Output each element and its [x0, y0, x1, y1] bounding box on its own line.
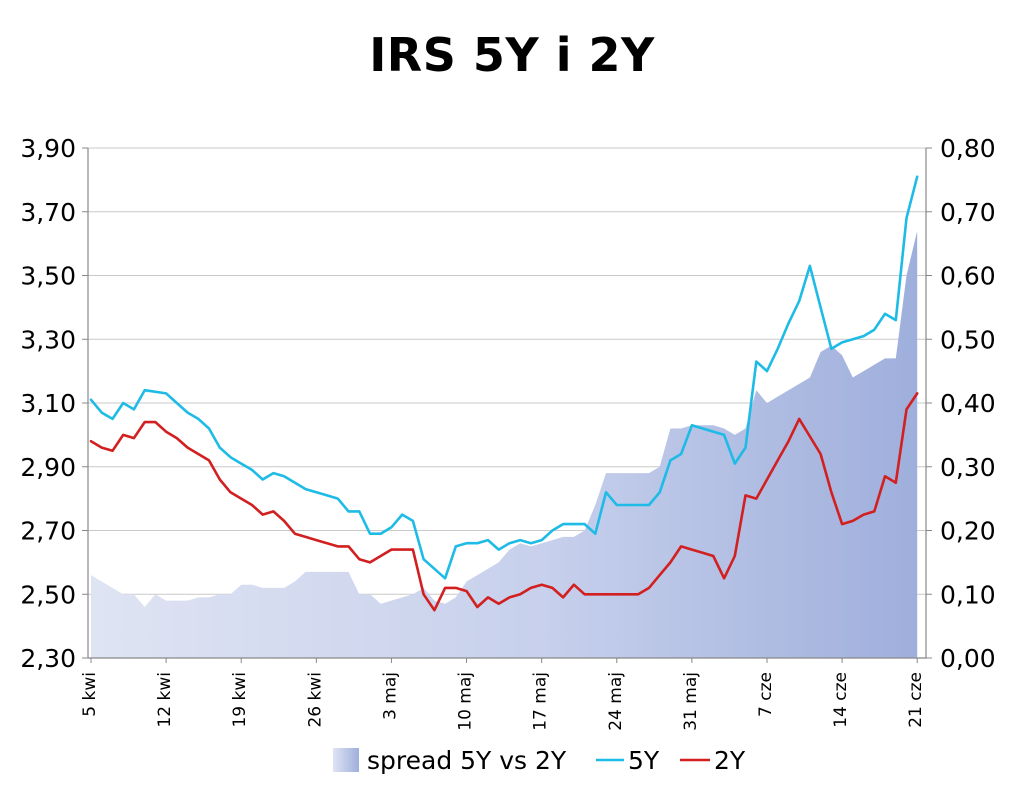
x-tick-label: 7 cze: [756, 672, 776, 717]
x-tick-label: 5 kwi: [80, 672, 100, 717]
y-right-tick-label: 0,50: [940, 325, 996, 354]
y-right-tick-label: 0,30: [940, 453, 996, 482]
x-tick-label: 17 maj: [531, 672, 551, 731]
y-left-tick-label: 2,50: [20, 580, 76, 609]
y-left-tick-label: 3,90: [20, 134, 76, 163]
y-right-tick-label: 0,00: [940, 644, 996, 673]
x-tick-label: 3 maj: [380, 672, 400, 720]
x-tick-label: 14 cze: [831, 672, 851, 728]
legend-label-2y: 2Y: [714, 746, 746, 775]
axis-layer: 3,90 0,80 3,70 0,70 3,50 0,60 3,30 0,50 3,10 0,40…: [20, 134, 995, 731]
line-layer: [89, 175, 919, 612]
chart-title: IRS 5Y i 2Y: [369, 28, 655, 82]
x-tick-label: 19 kwi: [230, 672, 250, 728]
legend-label-spread: spread 5Y vs 2Y: [367, 746, 567, 775]
x-tick-label: 26 kwi: [305, 672, 325, 728]
series-line-2y: [89, 392, 919, 612]
legend-swatch-spread: [333, 748, 359, 772]
y-right-tick-label: 0,10: [940, 580, 996, 609]
legend-label-5y: 5Y: [628, 746, 660, 775]
series-area-spread-5y-vs-2y: [91, 230, 918, 658]
legend-layer: spread 5Y vs 2Y 5Y 2Y: [333, 746, 746, 775]
x-tick-label: 24 maj: [606, 672, 626, 731]
y-left-tick-label: 2,70: [20, 517, 76, 546]
x-tick-label: 10 maj: [456, 672, 476, 731]
y-left-tick-label: 3,50: [20, 262, 76, 291]
x-tick-label: 12 kwi: [155, 672, 175, 728]
y-right-tick-label: 0,40: [940, 389, 996, 418]
x-tick-label: 21 cze: [906, 672, 926, 728]
x-tick-label: 31 maj: [681, 672, 701, 731]
y-left-tick-label: 2,90: [20, 453, 76, 482]
y-right-tick-label: 0,20: [940, 517, 996, 546]
y-left-tick-label: 3,30: [20, 325, 76, 354]
y-left-tick-label: 3,10: [20, 389, 76, 418]
area-layer: [91, 230, 918, 658]
y-left-tick-label: 3,70: [20, 198, 76, 227]
y-right-tick-label: 0,70: [940, 198, 996, 227]
y-right-tick-label: 0,80: [940, 134, 996, 163]
series-line-5y: [89, 175, 919, 580]
y-left-tick-label: 2,30: [20, 644, 76, 673]
y-right-tick-label: 0,60: [940, 262, 996, 291]
